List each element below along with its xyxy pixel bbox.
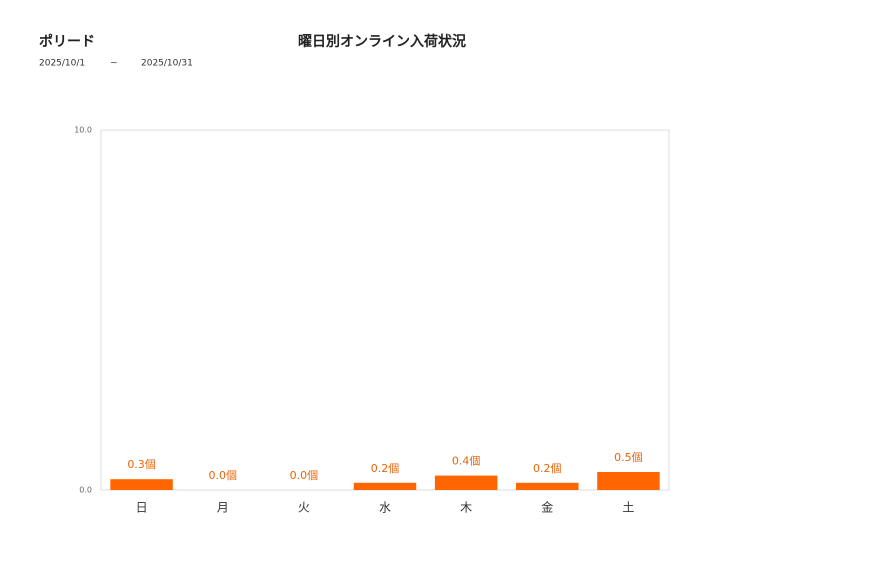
period-start: 2025/10/1 — [39, 59, 85, 69]
y-tick-label: 0.0 — [79, 486, 92, 495]
x-tick-label: 金 — [541, 500, 553, 515]
value-label: 0.4個 — [452, 455, 481, 468]
x-tick-label: 水 — [379, 501, 391, 515]
period-sep: ~ — [110, 59, 118, 69]
y-tick-label: 10.0 — [74, 126, 92, 135]
chart-title: 曜日別オンライン入荷状況 — [298, 33, 466, 50]
store-name: ポリード — [39, 33, 95, 50]
value-label: 0.2個 — [371, 462, 400, 475]
bar — [434, 475, 498, 490]
bar — [110, 479, 173, 490]
value-label: 0.0個 — [208, 469, 237, 482]
value-label: 0.2個 — [533, 462, 562, 475]
x-tick-label: 火 — [298, 501, 310, 515]
plot-frame — [100, 129, 670, 491]
period-end: 2025/10/31 — [141, 59, 193, 69]
value-label: 0.0個 — [290, 469, 319, 482]
x-tick-label: 土 — [622, 501, 634, 515]
value-label: 0.5個 — [614, 451, 643, 464]
bar — [597, 472, 660, 490]
bar — [353, 482, 417, 490]
bar — [516, 482, 579, 490]
x-tick-label: 木 — [460, 501, 472, 515]
value-label: 0.3個 — [127, 458, 156, 471]
x-tick-label: 月 — [217, 501, 229, 515]
x-tick-label: 日 — [136, 501, 148, 515]
